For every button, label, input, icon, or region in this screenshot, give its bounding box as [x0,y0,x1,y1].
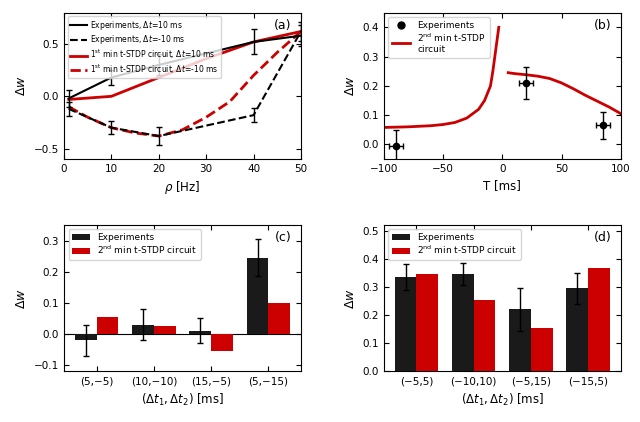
Bar [268,303,290,334]
Bar [75,334,97,340]
Bar [588,268,610,371]
Y-axis label: $\Delta w$: $\Delta w$ [344,76,357,96]
X-axis label: $\rho$ [Hz]: $\rho$ [Hz] [164,179,200,197]
Bar [452,274,474,371]
Bar [531,328,553,371]
Bar [474,300,495,371]
Text: (c): (c) [275,231,291,244]
Legend: Experiments, $\Delta t$=10 ms, Experiments, $\Delta t$=-10 ms, 1$^{\rm st}$ min : Experiments, $\Delta t$=10 ms, Experimen… [68,16,221,78]
Text: (d): (d) [593,231,611,244]
Text: (b): (b) [594,19,611,32]
Bar [132,325,154,334]
X-axis label: $(\Delta t_1,\Delta t_2)$ [ms]: $(\Delta t_1,\Delta t_2)$ [ms] [461,392,544,408]
Bar [395,277,417,371]
Bar [566,288,588,371]
Y-axis label: $\Delta w$: $\Delta w$ [15,288,28,308]
X-axis label: T [ms]: T [ms] [483,179,521,192]
Legend: Experiments, 2$^{\rm nd}$ min t-STDP
circuit: Experiments, 2$^{\rm nd}$ min t-STDP cir… [388,17,490,58]
Bar [154,326,175,334]
X-axis label: $(\Delta t_1,\Delta t_2)$ [ms]: $(\Delta t_1,\Delta t_2)$ [ms] [141,392,224,408]
Text: (a): (a) [274,19,291,32]
Y-axis label: $\Delta w$: $\Delta w$ [15,76,28,96]
Bar [246,258,268,334]
Legend: Experiments, 2$^{\rm nd}$ min t-STDP circuit: Experiments, 2$^{\rm nd}$ min t-STDP cir… [388,230,520,260]
Bar [509,309,531,371]
Bar [189,331,211,334]
Bar [211,334,233,351]
Y-axis label: $\Delta w$: $\Delta w$ [344,288,357,308]
Legend: Experiments, 2$^{\rm nd}$ min t-STDP circuit: Experiments, 2$^{\rm nd}$ min t-STDP cir… [68,230,201,260]
Bar [417,274,438,371]
Bar [97,317,118,334]
